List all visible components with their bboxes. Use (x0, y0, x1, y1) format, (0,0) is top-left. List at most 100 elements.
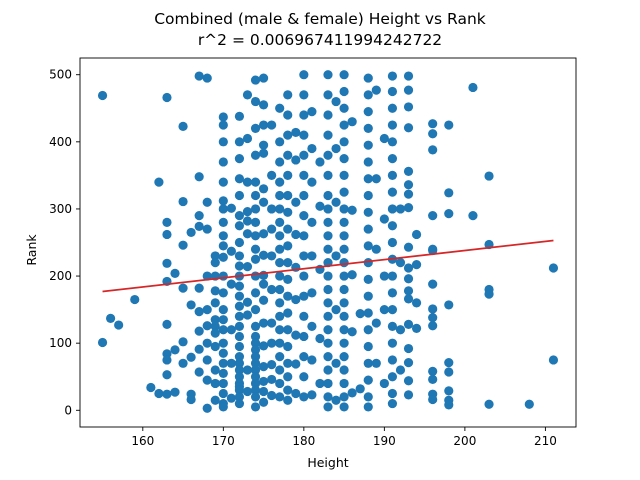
data-point (299, 190, 309, 201)
y-axis-ticks: 0 100 200 300 400 500 (49, 68, 80, 417)
data-point (323, 338, 333, 348)
data-point (218, 358, 228, 368)
data-point (283, 274, 293, 285)
data-point (218, 241, 228, 251)
data-point (323, 150, 333, 160)
data-point (291, 330, 301, 340)
data-point (194, 71, 204, 81)
data-point (162, 92, 172, 103)
data-point (234, 385, 245, 395)
data-point (178, 196, 188, 207)
data-point (524, 399, 534, 409)
x-tick-label: 160 (131, 434, 154, 448)
data-point (226, 393, 236, 403)
data-point (258, 362, 269, 372)
data-point (323, 271, 333, 281)
data-point (387, 86, 398, 97)
data-point (339, 284, 349, 295)
data-point (242, 207, 253, 217)
data-point (283, 358, 293, 368)
data-point (97, 90, 108, 101)
data-point (363, 207, 373, 217)
data-point (267, 318, 277, 328)
data-point (395, 365, 406, 375)
data-point (299, 170, 309, 180)
data-point (371, 358, 381, 368)
data-point (347, 327, 357, 337)
data-point (130, 294, 140, 305)
data-point (403, 274, 414, 284)
data-point (307, 107, 317, 117)
data-point (202, 271, 212, 281)
data-point (218, 378, 228, 389)
chart-title: Combined (male & female) Height vs Rank (154, 10, 486, 28)
data-point (307, 288, 317, 298)
data-point (210, 365, 220, 375)
data-point (250, 331, 261, 342)
data-point (162, 258, 172, 268)
data-point (234, 365, 245, 375)
data-point (339, 86, 349, 97)
data-point (315, 333, 325, 344)
chart-subtitle: r^2 = 0.006967411994242722 (198, 31, 442, 49)
data-point (403, 294, 414, 304)
data-point (363, 174, 373, 184)
data-point (250, 75, 261, 85)
data-point (428, 245, 438, 256)
data-point (339, 258, 349, 268)
data-point (444, 358, 454, 368)
data-point (379, 305, 389, 315)
data-point (218, 196, 228, 206)
data-point (234, 291, 245, 301)
x-axis-ticks: 160 170 180 190 200 210 (131, 427, 557, 448)
data-point (323, 244, 333, 254)
data-point (258, 184, 269, 194)
data-point (403, 286, 414, 296)
data-point (250, 345, 261, 355)
data-point (339, 298, 349, 308)
data-point (403, 376, 414, 386)
data-point (291, 155, 301, 165)
data-point (403, 180, 414, 190)
data-point (339, 378, 349, 389)
data-point (250, 338, 261, 348)
data-point (331, 143, 341, 154)
data-point (323, 90, 333, 100)
data-point (403, 390, 414, 400)
data-point (428, 304, 438, 314)
data-point (218, 348, 228, 358)
data-point (194, 307, 204, 317)
data-point (202, 224, 212, 234)
data-point (178, 337, 188, 347)
data-point (548, 355, 559, 365)
data-point (170, 387, 180, 397)
data-point (194, 211, 204, 221)
data-point (234, 237, 245, 248)
data-point (323, 231, 333, 241)
data-point (242, 216, 253, 226)
data-point (170, 345, 180, 355)
data-point (250, 288, 261, 298)
data-point (291, 359, 301, 369)
data-point (218, 137, 228, 147)
data-point (218, 177, 228, 187)
data-point (411, 229, 422, 240)
data-point (250, 321, 261, 331)
data-point (234, 137, 245, 147)
data-point (403, 123, 414, 133)
data-point (323, 70, 333, 80)
data-point (428, 119, 438, 129)
data-point (403, 319, 414, 329)
data-point (162, 217, 172, 227)
data-point (283, 150, 293, 160)
data-point (275, 338, 285, 348)
data-point (218, 325, 228, 335)
y-tick-label: 500 (49, 68, 72, 82)
data-point (242, 229, 253, 239)
data-point (178, 283, 188, 293)
data-point (210, 378, 220, 389)
data-point (299, 331, 309, 342)
data-point (363, 190, 373, 201)
data-point (218, 231, 228, 241)
data-point (234, 154, 245, 164)
